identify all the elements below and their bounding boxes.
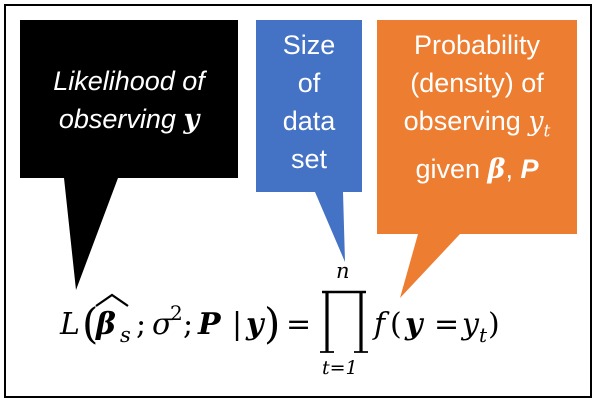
probability-line-4: given β, P bbox=[377, 150, 577, 189]
probability-callout-shape bbox=[377, 20, 577, 298]
size-callout-shape bbox=[256, 20, 362, 262]
likelihood-line-2: observing y bbox=[20, 100, 238, 139]
size-line-2: of bbox=[297, 68, 321, 98]
likelihood-line-1: Likelihood of bbox=[53, 66, 205, 96]
outer-border bbox=[4, 4, 592, 398]
eq-rparen: ) bbox=[264, 299, 280, 348]
eq-sigma-sup: 2 bbox=[170, 301, 183, 325]
probability-yt-symbol: y bbox=[528, 106, 544, 137]
eq-f-rparen: ) bbox=[488, 307, 500, 342]
eq-P: P bbox=[197, 307, 222, 342]
eq-semicolon-1: ; bbox=[136, 307, 146, 342]
eq-equals: = bbox=[286, 307, 311, 342]
eq-y: y bbox=[245, 307, 266, 342]
eq-f-equals: = bbox=[434, 307, 459, 342]
size-line-4: set bbox=[290, 144, 328, 174]
probability-line-4-prefix: given bbox=[415, 154, 488, 185]
size-line-1: Size bbox=[282, 30, 336, 60]
probability-line-2: (density) of bbox=[410, 68, 544, 98]
size-callout-text: Size of data set bbox=[256, 26, 362, 178]
product-symbol bbox=[320, 290, 368, 353]
probability-line-3: observing yt bbox=[377, 102, 577, 150]
eq-f-yt-sub: t bbox=[479, 323, 488, 347]
eq-prod-lower: t=1 bbox=[322, 357, 358, 379]
eq-given-bar: | bbox=[232, 307, 242, 342]
eq-beta-sub: s bbox=[120, 323, 131, 347]
probability-line-1: Probability bbox=[413, 30, 541, 60]
hat-accent bbox=[95, 293, 129, 307]
probability-line-4-sep: , bbox=[505, 154, 521, 185]
probability-line-3-prefix: observing bbox=[403, 106, 529, 136]
eq-f-yt: y bbox=[460, 307, 480, 342]
probability-P-symbol: P bbox=[520, 154, 539, 185]
eq-f-y: y bbox=[404, 307, 425, 342]
likelihood-y-symbol: y bbox=[183, 104, 200, 135]
eq-semicolon-2: ; bbox=[183, 307, 193, 342]
probability-yt-sub: t bbox=[543, 121, 551, 142]
likelihood-equation: L ( β s ; σ 2 ; P | y ) = n t=1 bbox=[59, 259, 500, 379]
eq-prod-upper: n bbox=[336, 259, 350, 283]
likelihood-callout-text: Likelihood of observing y bbox=[20, 62, 238, 139]
likelihood-callout-shape bbox=[20, 20, 238, 290]
probability-beta-symbol: β bbox=[487, 154, 506, 186]
probability-callout-text: Probability (density) of observing yt gi… bbox=[377, 26, 577, 189]
eq-lparen: ( bbox=[82, 299, 98, 348]
size-line-3: data bbox=[282, 106, 336, 136]
eq-f: f bbox=[372, 307, 390, 342]
likelihood-line-2-prefix: observing bbox=[58, 104, 184, 134]
eq-f-lparen: ( bbox=[390, 307, 402, 342]
eq-sigma: σ bbox=[152, 307, 174, 342]
eq-L: L bbox=[59, 307, 80, 342]
eq-beta: β bbox=[95, 307, 116, 342]
